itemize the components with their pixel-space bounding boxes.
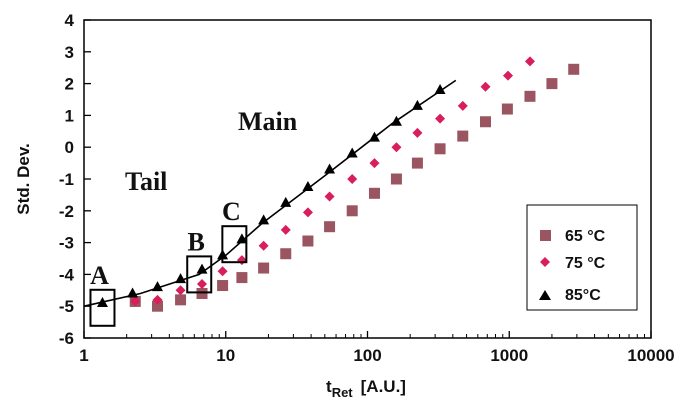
point-65C [280,248,292,260]
legend-marker-65 [540,230,551,241]
legend-label-85: 85°C [565,287,601,304]
point-65C [568,63,580,75]
y-tick-label: -2 [59,202,74,221]
y-tick-label: -1 [59,170,74,189]
point-65C [501,103,513,115]
x-tick-label: 10000 [627,346,674,365]
y-tick-label: 2 [65,75,74,94]
point-65C [151,300,163,312]
point-85C [236,233,248,244]
point-75C [280,224,291,235]
point-85C [390,115,402,126]
point-85C [368,131,380,142]
annotation-label-c: C [222,197,241,226]
annotation-box-c [221,225,248,264]
series-group [96,56,580,312]
point-65C [236,272,248,284]
point-65C [411,157,423,169]
point-85C [411,99,423,110]
point-75C [524,56,535,67]
legend-label-75: 75 °C [565,255,606,272]
point-85C [346,147,358,158]
point-75C [435,113,446,124]
annotations: A BC [89,197,248,327]
legend-label-65: 65 °C [565,228,606,245]
x-axis-title-main: t [326,377,332,396]
legend: 65 °C 75 °C 85°C [526,204,638,311]
point-75C [197,278,208,289]
y-tick-label: -6 [59,329,74,348]
point-65C [346,205,358,217]
y-tick-label: 3 [65,43,74,62]
x-axis-title: tRet [A.U.] [326,377,406,400]
point-75C [217,266,228,277]
point-75C [302,207,313,218]
point-65C [390,173,402,185]
point-65C [457,130,469,142]
x-tick-label: 1 [79,346,88,365]
ticks: 1 10 100 1000 10000 -6 -5 -4 -3 -2 -1 0 1 2 3 4 [59,11,675,365]
y-axis-title: Std. Dev. [14,143,33,214]
annotation-label-a: A [90,261,109,290]
y-tick-label: 4 [65,11,75,30]
point-75C [130,296,141,307]
point-65C [217,280,229,292]
point-85C [127,287,139,298]
point-75C [258,240,269,251]
point-75C [175,285,186,296]
point-75C [503,70,514,81]
point-65C [434,143,446,155]
annotation-box-b [186,255,213,294]
annotation-label-b: B [188,227,205,256]
legend-marker-75 [540,257,550,267]
point-85C [96,297,108,308]
point-75C [457,100,468,111]
x-tick-label: 10 [216,346,235,365]
point-85C [175,273,187,284]
y-tick-label: -5 [59,297,74,316]
point-65C [258,262,270,274]
point-65C [302,235,314,247]
y-tick-label: 0 [65,138,74,157]
point-75C [480,81,491,92]
y-tick-label: -4 [59,265,75,284]
point-75C [347,174,358,184]
y-tick-label: 1 [65,106,74,125]
point-65C [480,116,492,128]
region-label-tail: Tail [125,167,167,196]
x-tick-label: 100 [353,346,381,365]
x-tick-label: 1000 [490,346,528,365]
point-65C [368,187,380,199]
point-85C [302,180,314,191]
point-75C [152,294,163,305]
x-axis-title-unit: [A.U.] [361,377,406,396]
point-75C [391,142,402,153]
annotation-box-a [89,288,116,327]
point-65C [196,287,208,299]
y-tick-label: -3 [59,234,74,253]
region-label-main: Main [238,107,298,136]
point-65C [324,221,336,233]
point-65C [524,90,536,102]
point-85C [434,83,446,94]
point-65C [546,78,558,90]
point-75C [412,127,423,138]
point-85C [280,196,292,207]
point-85C [258,214,270,225]
point-85C [196,263,208,274]
point-75C [324,191,335,202]
point-65C [175,294,187,306]
point-85C [151,281,163,292]
point-85C [324,163,336,174]
legend-marker-85 [539,290,551,300]
point-75C [369,158,380,169]
x-axis-title-subscript: Ret [332,385,354,400]
